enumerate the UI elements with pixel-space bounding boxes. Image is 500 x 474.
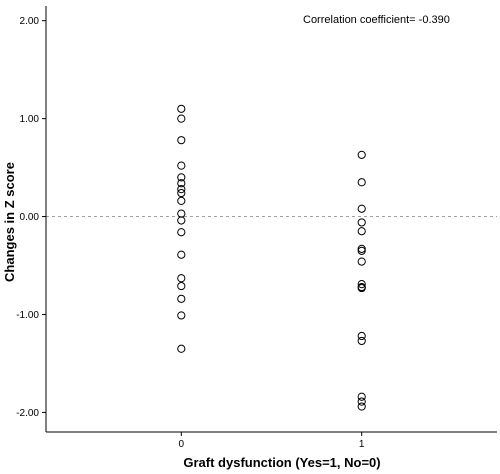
data-point — [357, 331, 366, 341]
data-point — [357, 246, 366, 255]
data-point — [357, 204, 366, 213]
data-point — [177, 161, 186, 170]
y-axis-title: Changes in Z score — [2, 162, 17, 282]
x-tick-label: 0 — [179, 439, 185, 450]
data-point — [177, 173, 186, 182]
x-tick-label: 1 — [359, 439, 365, 450]
data-point — [177, 136, 186, 145]
data-point — [357, 257, 366, 266]
data-point — [357, 397, 366, 406]
data-point — [177, 188, 186, 198]
data-point — [357, 402, 366, 411]
data-point — [177, 196, 186, 205]
y-tick-label: 1.00 — [20, 114, 40, 125]
y-tick-label: -1.00 — [16, 310, 39, 321]
x-axis-title: Graft dysfunction (Yes=1, No=0) — [183, 455, 380, 470]
data-point — [177, 274, 186, 283]
data-point — [177, 216, 186, 225]
data-point — [177, 311, 186, 320]
data-point — [177, 250, 186, 259]
data-point — [357, 150, 366, 159]
data-point — [177, 228, 186, 237]
y-tick-label: -2.00 — [16, 408, 39, 419]
data-point — [357, 178, 366, 187]
data-point — [357, 336, 366, 346]
correlation-annotation: Correlation coefficient= -0.390 — [303, 14, 450, 26]
data-point — [177, 344, 186, 353]
data-point — [357, 218, 366, 227]
data-point — [177, 114, 186, 123]
data-point — [357, 392, 366, 401]
data-point — [177, 179, 186, 188]
y-tick-label: 0.00 — [20, 212, 40, 223]
data-point — [357, 227, 366, 236]
y-axis-ticks: 2.00 1.00 0.00 -1.00 -2.00 — [16, 16, 46, 419]
y-tick-label: 2.00 — [20, 16, 40, 27]
data-point — [177, 185, 186, 194]
data-point — [177, 294, 186, 303]
data-point — [177, 281, 186, 291]
data-point — [357, 283, 366, 293]
data-point — [177, 104, 186, 113]
data-points — [177, 104, 366, 411]
data-point — [357, 280, 366, 289]
